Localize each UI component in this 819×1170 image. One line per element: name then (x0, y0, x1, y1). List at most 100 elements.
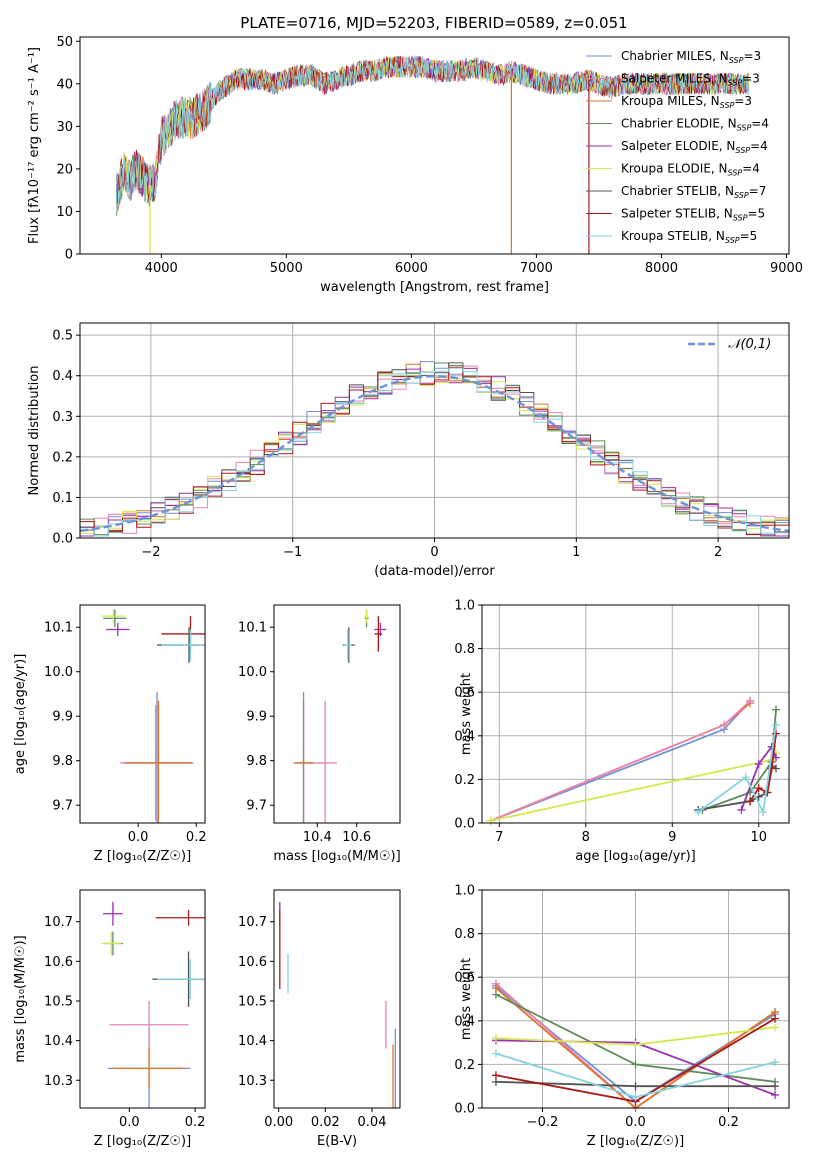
massweight-marker-kroupa_stelib (631, 1093, 640, 1102)
x-tick-label: 7000 (520, 261, 553, 276)
x-axis-label: age [log₁₀(age/yr)] (575, 849, 696, 864)
axes-frame (481, 604, 790, 824)
y-tick-label: 40 (56, 77, 73, 92)
x-tick-label: 0.0 (625, 1115, 646, 1130)
massweight-marker-salpeter_stelib (491, 1071, 500, 1080)
x-tick-label: 0.0 (128, 830, 149, 845)
x-tick-label: 0.2 (186, 830, 207, 845)
x-axis-label: mass [log₁₀(M/M☉)] (273, 849, 400, 864)
x-tick-label: 0.04 (358, 1115, 387, 1130)
y-tick-label: 0.6 (454, 686, 475, 701)
y-tick-label: 0 (65, 248, 73, 263)
massweight-line-kroupa_miles (495, 987, 776, 1108)
x-tick-label: 4000 (145, 261, 178, 276)
legend-subscript: SSP (729, 56, 744, 65)
legend-subscript: SSP (720, 101, 735, 110)
legend-entry: Chabrier STELIB, NSSP=7 (621, 184, 766, 200)
axes-frame (79, 36, 790, 255)
y-tick-label: 9.7 (246, 799, 267, 814)
y-tick-label: 9.8 (52, 754, 73, 769)
x-tick-label: 0.00 (264, 1115, 293, 1130)
legend-value: =3 (743, 49, 761, 63)
y-tick-label: 0.8 (454, 642, 475, 657)
x-tick-label: −1 (283, 545, 302, 560)
axes-frame (79, 322, 790, 539)
y-tick-label: 0.4 (52, 369, 73, 384)
y-tick-label: 10.6 (238, 955, 267, 970)
legend-entry: Kroupa STELIB, NSSP=5 (621, 229, 757, 245)
legend-subscript: SSP (728, 169, 743, 178)
y-tick-label: 0.2 (454, 773, 475, 788)
x-tick-label: 0.2 (718, 1115, 739, 1130)
massweight-marker-kroupa_elodie (631, 1040, 640, 1049)
y-tick-label: 10 (56, 205, 73, 220)
legend-value: =4 (750, 139, 768, 153)
y-tick-label: 10.1 (238, 621, 267, 636)
x-tick-label: 10.6 (342, 830, 371, 845)
y-tick-label: 10.0 (238, 665, 267, 680)
axes-frame (79, 889, 206, 1109)
y-axis-label: Normed distribution (27, 366, 42, 496)
legend-subscript: SSP (725, 236, 740, 245)
massweight-marker-salpeter_stelib (746, 797, 755, 806)
x-tick-label: 9000 (770, 261, 803, 276)
massweight-marker-kroupa_elodie (771, 1023, 780, 1032)
x-tick-label: 6000 (395, 261, 428, 276)
legend-value: =5 (740, 229, 758, 243)
y-tick-label: 0.8 (454, 927, 475, 942)
y-tick-label: 0.4 (454, 729, 475, 744)
y-tick-label: 10.1 (44, 621, 73, 636)
y-tick-label: 0.3 (52, 410, 73, 425)
legend-entry: Chabrier ELODIE, NSSP=4 (621, 117, 769, 133)
y-tick-label: 0.5 (52, 329, 73, 344)
y-tick-label: 10.5 (238, 994, 267, 1009)
y-tick-label: 10.4 (44, 1034, 73, 1049)
x-tick-label: 10 (750, 830, 767, 845)
y-axis-label: age [log₁₀(age/yr)] (13, 654, 28, 775)
massweight-marker-kroupa_stelib (772, 720, 781, 729)
x-axis-label: (data-model)/error (374, 564, 495, 579)
x-axis-label: wavelength [Angstrom, rest frame] (320, 280, 549, 295)
y-axis-label: mass weight (459, 673, 474, 755)
x-axis-label: E(B-V) (317, 1134, 357, 1149)
legend-value: =3 (742, 72, 760, 86)
legend-subscript: SSP (735, 146, 750, 155)
massweight-marker-kroupa_elodie (486, 816, 495, 825)
y-tick-label: 0.2 (52, 450, 73, 465)
legend-subscript: SSP (737, 124, 752, 133)
x-tick-label: −2 (141, 545, 160, 560)
y-tick-label: 9.9 (52, 710, 73, 725)
axes-frame (79, 604, 206, 824)
legend-entry: Kroupa ELODIE, NSSP=4 (621, 162, 760, 178)
x-axis-label: Z [log₁₀(Z/Z☉)] (94, 849, 191, 864)
x-tick-label: 1 (572, 545, 580, 560)
massweight-marker-chabrier_elodie (631, 1060, 640, 1069)
legend-subscript: SSP (734, 191, 749, 200)
massweight-marker-kroupa_stelib (741, 773, 750, 782)
axes-frame (481, 889, 790, 1109)
massweight-marker-kroupa_stelib (694, 808, 703, 817)
y-tick-label: 0.0 (52, 532, 73, 547)
y-tick-label: 50 (56, 35, 73, 50)
y-tick-label: 0.6 (454, 971, 475, 986)
x-tick-label: 8000 (645, 261, 678, 276)
massweight-marker-salpeter_miles (746, 696, 755, 705)
legend-value: =4 (751, 117, 769, 131)
massweight-marker-kroupa_stelib (771, 1058, 780, 1067)
y-tick-label: 10.3 (44, 1074, 73, 1089)
y-tick-label: 9.8 (246, 754, 267, 769)
y-tick-label: 0.0 (454, 1102, 475, 1117)
legend-value: =5 (747, 207, 765, 221)
x-tick-label: 8 (582, 830, 590, 845)
massweight-line-kroupa_stelib (697, 724, 777, 816)
massweight-marker-chabrier_stelib (771, 1082, 780, 1091)
axes-frame (273, 604, 401, 824)
legend-entry: 𝒩(0,1) (728, 337, 771, 352)
legend-entry: Chabrier MILES, NSSP=3 (621, 49, 761, 65)
massweight-marker-salpeter_elodie (754, 760, 763, 769)
legend-value: =4 (742, 162, 760, 176)
x-tick-label: 0.02 (311, 1115, 340, 1130)
y-tick-label: 10.6 (44, 955, 73, 970)
y-tick-label: 10.7 (238, 915, 267, 930)
y-tick-label: 30 (56, 120, 73, 135)
